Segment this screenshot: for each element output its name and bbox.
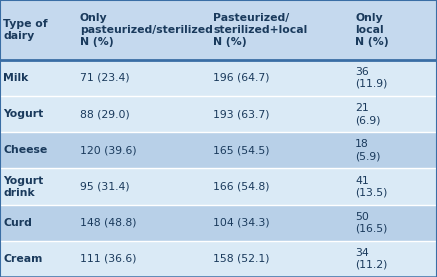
Bar [0, 0, 76, 60]
Bar [210, 205, 352, 241]
Bar [76, 0, 210, 60]
Bar [76, 60, 210, 96]
Text: 120 (39.6): 120 (39.6) [80, 145, 137, 155]
Bar [352, 0, 437, 60]
Text: 50
(16.5): 50 (16.5) [355, 212, 388, 234]
Text: 18
(5.9): 18 (5.9) [355, 139, 381, 161]
Bar [0, 60, 76, 96]
Text: 88 (29.0): 88 (29.0) [80, 109, 130, 119]
Text: 34
(11.2): 34 (11.2) [355, 248, 388, 270]
Text: Only
pasteurized/sterilized
N (%): Only pasteurized/sterilized N (%) [80, 13, 213, 47]
Text: Cream: Cream [3, 254, 43, 264]
Bar [352, 132, 437, 168]
Text: 166 (54.8): 166 (54.8) [213, 181, 270, 191]
Bar [0, 241, 76, 277]
Bar [210, 96, 352, 132]
Bar [352, 96, 437, 132]
Bar [210, 60, 352, 96]
Bar [0, 168, 76, 205]
Bar [210, 0, 352, 60]
Bar [210, 241, 352, 277]
Bar [0, 132, 76, 168]
Bar [210, 132, 352, 168]
Text: 41
(13.5): 41 (13.5) [355, 176, 388, 198]
Bar [210, 168, 352, 205]
Text: Type of
dairy: Type of dairy [3, 19, 48, 41]
Bar [76, 132, 210, 168]
Bar [76, 96, 210, 132]
Bar [352, 60, 437, 96]
Bar [76, 205, 210, 241]
Bar [76, 241, 210, 277]
Text: 36
(11.9): 36 (11.9) [355, 67, 388, 89]
Text: 193 (63.7): 193 (63.7) [213, 109, 270, 119]
Bar [0, 205, 76, 241]
Text: 196 (64.7): 196 (64.7) [213, 73, 270, 83]
Text: 71 (23.4): 71 (23.4) [80, 73, 130, 83]
Text: 158 (52.1): 158 (52.1) [213, 254, 270, 264]
Text: Curd: Curd [3, 218, 32, 228]
Bar [76, 168, 210, 205]
Text: Only
local
N (%): Only local N (%) [355, 13, 389, 47]
Text: 104 (34.3): 104 (34.3) [213, 218, 270, 228]
Text: Cheese: Cheese [3, 145, 48, 155]
Text: Milk: Milk [3, 73, 29, 83]
Text: 111 (36.6): 111 (36.6) [80, 254, 136, 264]
Text: 148 (48.8): 148 (48.8) [80, 218, 136, 228]
Text: Yogurt: Yogurt [3, 109, 44, 119]
Bar [352, 241, 437, 277]
Bar [352, 168, 437, 205]
Text: Yogurt
drink: Yogurt drink [3, 176, 44, 198]
Text: 165 (54.5): 165 (54.5) [213, 145, 270, 155]
Bar [352, 205, 437, 241]
Bar [0, 96, 76, 132]
Text: 95 (31.4): 95 (31.4) [80, 181, 130, 191]
Text: 21
(6.9): 21 (6.9) [355, 103, 381, 125]
Text: Pasteurized/
sterilized+local
N (%): Pasteurized/ sterilized+local N (%) [213, 13, 308, 47]
